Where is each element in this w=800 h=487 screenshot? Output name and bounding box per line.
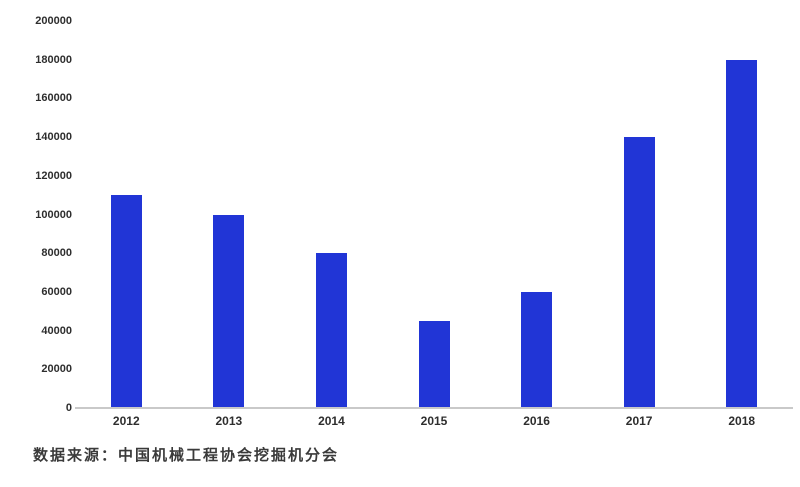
y-axis-tick-label: 180000 bbox=[35, 53, 72, 66]
bar-2012 bbox=[110, 195, 142, 408]
y-axis-tick-label: 20000 bbox=[41, 363, 72, 376]
y-axis-tick-label: 80000 bbox=[41, 247, 72, 260]
x-axis-line bbox=[75, 407, 793, 409]
y-axis-tick-label: 200000 bbox=[35, 15, 72, 27]
x-axis-tick-label: 2013 bbox=[215, 414, 243, 428]
bar-2013 bbox=[213, 214, 245, 408]
y-axis-tick-label: 100000 bbox=[35, 208, 72, 221]
x-axis-tick-label: 2012 bbox=[112, 414, 140, 428]
y-axis-tick-label: 160000 bbox=[35, 92, 72, 105]
bar-2015 bbox=[418, 320, 450, 408]
x-axis-tick-label: 2014 bbox=[318, 414, 345, 428]
y-axis-tick-label: 0 bbox=[65, 402, 72, 414]
y-axis-tick-label: 40000 bbox=[41, 324, 72, 337]
bar-2016 bbox=[521, 291, 553, 408]
x-axis-tick-label: 2016 bbox=[523, 414, 550, 428]
y-axis-tick-label: 120000 bbox=[35, 169, 72, 182]
data-source-caption: 数据来源：中国机械工程协会挖掘机分会 bbox=[33, 447, 340, 464]
y-axis-tick-label: 140000 bbox=[35, 131, 72, 144]
x-axis-tick-label: 2018 bbox=[728, 414, 756, 428]
bar-2017 bbox=[623, 137, 655, 408]
x-axis-tick-label: 2017 bbox=[625, 414, 653, 428]
bar-2014 bbox=[315, 253, 347, 408]
y-axis-tick-label: 60000 bbox=[41, 285, 72, 298]
bar-chart: 0 20000 40000 60000 80000 100000 120000 140000 1… bbox=[35, 15, 793, 428]
bar-2018 bbox=[726, 59, 758, 408]
x-axis-tick-label: 2015 bbox=[420, 414, 448, 428]
